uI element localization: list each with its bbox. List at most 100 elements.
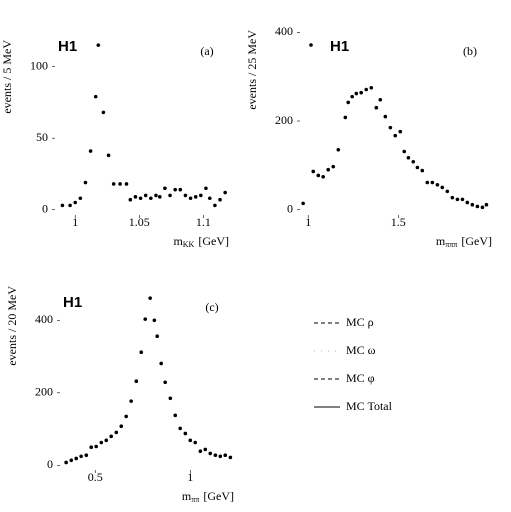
x-axis-subscript: πππ bbox=[445, 240, 457, 249]
data-point bbox=[346, 100, 351, 105]
data-point bbox=[155, 334, 159, 339]
data-point bbox=[388, 125, 393, 130]
x-tick-label: 1 bbox=[305, 215, 311, 229]
data-point bbox=[228, 455, 233, 460]
legend: MC ρ MC ω MC φ MC Total bbox=[314, 315, 393, 413]
data-point bbox=[475, 204, 480, 209]
data-point bbox=[411, 159, 416, 164]
data-point bbox=[89, 445, 94, 450]
data-point bbox=[460, 197, 465, 202]
data-point bbox=[369, 85, 374, 90]
data-point bbox=[134, 379, 139, 384]
y-tick-label: 0 bbox=[42, 201, 48, 215]
x-tick-label: 1.5 bbox=[391, 215, 406, 229]
data-point bbox=[393, 133, 398, 138]
data-point bbox=[415, 165, 420, 170]
data-point bbox=[398, 129, 403, 134]
x-axis-label: mπππ [GeV] bbox=[436, 234, 492, 249]
y-tick-label: 100 bbox=[30, 58, 48, 72]
data-point bbox=[124, 182, 129, 186]
data-point bbox=[193, 195, 198, 199]
data-point bbox=[203, 447, 208, 452]
data-point bbox=[119, 424, 124, 428]
data-point bbox=[350, 94, 354, 99]
data-point bbox=[336, 147, 341, 152]
panel-label: (b) bbox=[463, 44, 477, 58]
panel-label: (a) bbox=[200, 44, 213, 58]
x-axis-symbol: m bbox=[173, 234, 183, 248]
data-point bbox=[68, 203, 72, 208]
data-point bbox=[78, 196, 83, 201]
data-point bbox=[96, 43, 101, 47]
x-axis-label: mKK [GeV] bbox=[173, 234, 229, 249]
data-point bbox=[383, 114, 388, 119]
data-point bbox=[83, 180, 88, 185]
y-tick-label: 400 bbox=[35, 312, 53, 326]
data-point bbox=[207, 196, 212, 201]
data-point bbox=[199, 193, 203, 198]
legend-label: MC ρ bbox=[346, 315, 374, 329]
data-point bbox=[378, 97, 383, 102]
data-point bbox=[163, 186, 167, 191]
data-point bbox=[354, 91, 359, 96]
x-tick-label: 1 bbox=[72, 215, 78, 229]
data-point bbox=[445, 189, 450, 194]
data-point bbox=[359, 90, 363, 95]
data-point bbox=[435, 182, 440, 187]
data-point bbox=[152, 318, 157, 323]
data-point bbox=[480, 205, 485, 210]
panel: 0 200 400 1 1.5 H1 (b) events / 25 MeV mπππ [GeV] bbox=[245, 24, 492, 249]
data-point bbox=[316, 173, 321, 178]
data-point bbox=[301, 201, 305, 206]
data-point bbox=[133, 195, 138, 199]
y-tick-label: 200 bbox=[35, 385, 53, 399]
data-point bbox=[128, 197, 133, 202]
y-tick-label: 0 bbox=[47, 457, 53, 471]
y-tick-label: 200 bbox=[275, 113, 293, 127]
x-axis-unit: [GeV] bbox=[198, 234, 229, 248]
data-point bbox=[73, 200, 78, 205]
data-point bbox=[138, 196, 143, 201]
data-point bbox=[420, 168, 425, 173]
y-axis-label: events / 5 MeV bbox=[0, 40, 14, 114]
data-point bbox=[114, 430, 119, 435]
data-point bbox=[223, 453, 228, 458]
x-tick-label: 1.05 bbox=[129, 215, 150, 229]
x-tick-label: 1.1 bbox=[196, 215, 211, 229]
data-point bbox=[223, 190, 227, 195]
data-point bbox=[321, 175, 325, 179]
y-axis-label: events / 20 MeV bbox=[5, 286, 19, 366]
data-point bbox=[470, 202, 475, 207]
data-point bbox=[64, 460, 68, 465]
data-point bbox=[183, 431, 188, 436]
data-point bbox=[218, 454, 223, 459]
x-axis-subscript: KK bbox=[183, 240, 195, 249]
data-point bbox=[455, 197, 460, 202]
data-point bbox=[484, 202, 489, 207]
data-point bbox=[109, 434, 113, 439]
data-point bbox=[93, 94, 98, 99]
data-point bbox=[374, 105, 379, 110]
x-axis-symbol: m bbox=[182, 489, 192, 503]
data-point bbox=[74, 456, 79, 461]
data-point bbox=[149, 196, 153, 201]
data-point bbox=[430, 180, 435, 185]
x-axis-symbol: m bbox=[436, 234, 446, 248]
data-point bbox=[163, 380, 167, 385]
data-point bbox=[88, 149, 93, 153]
data-point bbox=[104, 438, 109, 443]
x-tick-label: 1 bbox=[187, 470, 193, 484]
data-point bbox=[159, 361, 163, 366]
data-point bbox=[111, 182, 116, 186]
data-point bbox=[84, 453, 89, 458]
y-tick-label: 0 bbox=[287, 201, 293, 215]
data-point bbox=[158, 195, 162, 199]
data-point bbox=[450, 195, 455, 200]
data-point bbox=[139, 350, 144, 354]
legend-label: MC φ bbox=[346, 371, 375, 385]
data-point bbox=[465, 200, 470, 205]
data-point bbox=[425, 180, 430, 185]
data-point bbox=[178, 426, 182, 431]
